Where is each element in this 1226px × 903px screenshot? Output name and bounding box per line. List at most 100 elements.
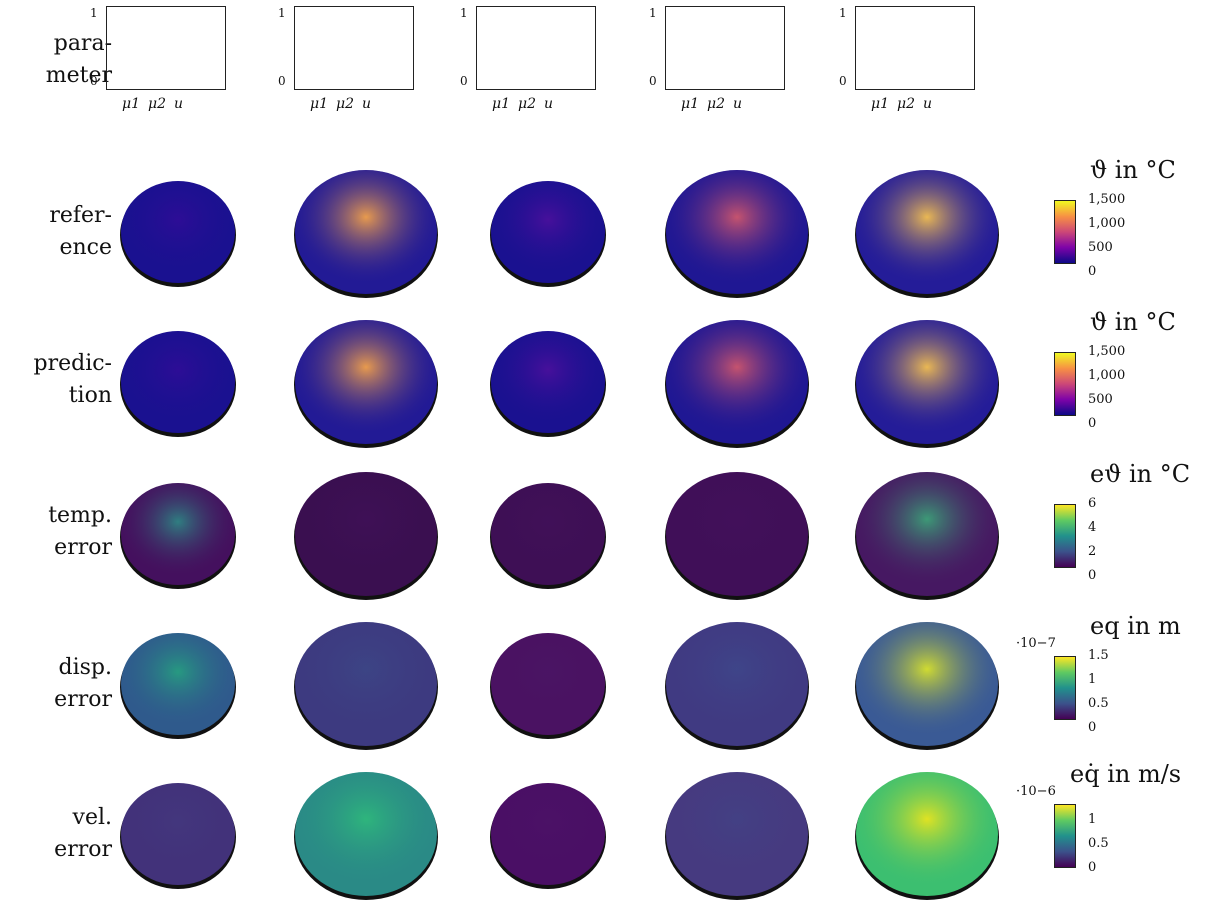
- colorbar-tick-label: 0: [1088, 720, 1097, 735]
- y-tick-label: 1: [460, 6, 468, 20]
- disc-reference-1: [120, 181, 236, 287]
- disc-hotspot: [295, 622, 437, 746]
- disc-hotspot: [121, 181, 235, 283]
- colorbar-tick-label: 1,000: [1088, 216, 1126, 231]
- disc-hotspot: [856, 170, 998, 294]
- y-tick-label: 0: [460, 74, 468, 88]
- x-tick-label: μ1: [681, 96, 700, 112]
- disc-velocity-error-5: [855, 772, 999, 900]
- disc-temperature-error-2: [294, 472, 438, 600]
- disc-hotspot: [856, 320, 998, 444]
- y-tick-label: 0: [649, 74, 657, 88]
- disc-displacement-error-2: [294, 622, 438, 750]
- colorbar-exponent: ·10−6: [1016, 784, 1056, 799]
- colorbar-tick-label: 500: [1088, 240, 1113, 255]
- row-label-displacement-error: disp. error: [54, 655, 112, 712]
- disc-hotspot: [295, 170, 437, 294]
- y-tick-label: 1: [649, 6, 657, 20]
- disc-displacement-error-5: [855, 622, 999, 750]
- colorbar-tick-label: 0.5: [1088, 696, 1109, 711]
- colorbar-tick-label: 0: [1088, 416, 1097, 431]
- disc-hotspot: [121, 783, 235, 885]
- colorbar-tick-label: 0: [1088, 860, 1097, 875]
- disc-hotspot: [666, 622, 808, 746]
- x-tick-label: μ2: [148, 96, 167, 112]
- disc-hotspot: [856, 622, 998, 746]
- row-label-velocity-error: vel. error: [54, 805, 112, 862]
- colorbar-tick-label: 0: [1088, 568, 1097, 583]
- x-tick-label: u: [174, 96, 184, 112]
- colorbar-tick-label: 1: [1088, 672, 1097, 687]
- x-tick-label: μ2: [707, 96, 726, 112]
- disc-hotspot: [856, 772, 998, 896]
- disc-velocity-error-3: [490, 783, 606, 889]
- y-tick-label: 1: [90, 6, 98, 20]
- disc-prediction-1: [120, 331, 236, 437]
- y-tick-label: 0: [90, 74, 98, 88]
- x-tick-label: μ2: [897, 96, 916, 112]
- disc-hotspot: [295, 320, 437, 444]
- x-tick-label: μ1: [871, 96, 890, 112]
- disc-hotspot: [295, 772, 437, 896]
- disc-temperature-error-4: [665, 472, 809, 600]
- x-tick-label: u: [923, 96, 933, 112]
- disc-hotspot: [121, 483, 235, 585]
- row-label-reference: refer-ence: [49, 203, 112, 260]
- colorbar-exponent: ·10−7: [1016, 636, 1056, 651]
- disc-temperature-error-1: [120, 483, 236, 589]
- colorbar: [1054, 200, 1076, 264]
- disc-displacement-error-1: [120, 633, 236, 739]
- colorbar-tick-label: 0: [1088, 264, 1097, 279]
- colorbar: [1054, 504, 1076, 568]
- colorbar-title: ϑ in °C: [1090, 156, 1176, 184]
- disc-hotspot: [491, 633, 605, 735]
- disc-prediction-3: [490, 331, 606, 437]
- chart-frame: [106, 6, 226, 90]
- row-label-parameter: para-meter: [45, 31, 112, 88]
- disc-displacement-error-4: [665, 622, 809, 750]
- y-tick-label: 0: [278, 74, 286, 88]
- colorbar: [1054, 352, 1076, 416]
- disc-reference-3: [490, 181, 606, 287]
- disc-hotspot: [121, 633, 235, 735]
- disc-hotspot: [491, 483, 605, 585]
- disc-hotspot: [491, 331, 605, 433]
- colorbar-tick-label: 0.5: [1088, 836, 1109, 851]
- disc-reference-4: [665, 170, 809, 298]
- x-tick-label: μ1: [122, 96, 141, 112]
- colorbar-title: eq in m: [1090, 612, 1181, 640]
- x-tick-label: u: [362, 96, 372, 112]
- disc-temperature-error-3: [490, 483, 606, 589]
- disc-hotspot: [491, 783, 605, 885]
- y-tick-label: 1: [278, 6, 286, 20]
- disc-velocity-error-1: [120, 783, 236, 889]
- disc-hotspot: [491, 181, 605, 283]
- colorbar-tick-label: 2: [1088, 544, 1097, 559]
- x-tick-label: μ1: [492, 96, 511, 112]
- colorbar-title: eq̇ in m/s: [1070, 760, 1182, 788]
- disc-displacement-error-3: [490, 633, 606, 739]
- chart-frame: [665, 6, 785, 90]
- x-tick-label: μ2: [518, 96, 537, 112]
- y-tick-label: 0: [839, 74, 847, 88]
- x-tick-label: u: [544, 96, 554, 112]
- chart-frame: [294, 6, 414, 90]
- disc-prediction-5: [855, 320, 999, 448]
- colorbar-tick-label: 500: [1088, 392, 1113, 407]
- colorbar-tick-label: 1,500: [1088, 344, 1126, 359]
- colorbar-tick-label: 6: [1088, 496, 1097, 511]
- disc-hotspot: [295, 472, 437, 596]
- colorbar-tick-label: 4: [1088, 520, 1097, 535]
- disc-reference-5: [855, 170, 999, 298]
- disc-hotspot: [121, 331, 235, 433]
- disc-hotspot: [856, 472, 998, 596]
- row-label-temperature-error: temp. error: [48, 503, 112, 560]
- disc-hotspot: [666, 772, 808, 896]
- disc-hotspot: [666, 472, 808, 596]
- x-tick-label: μ1: [310, 96, 329, 112]
- colorbar-tick-label: 1,500: [1088, 192, 1126, 207]
- chart-frame: [855, 6, 975, 90]
- disc-temperature-error-5: [855, 472, 999, 600]
- colorbar-title: ϑ in °C: [1090, 308, 1176, 336]
- disc-prediction-4: [665, 320, 809, 448]
